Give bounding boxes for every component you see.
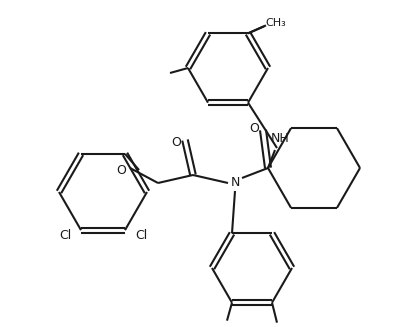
Text: O: O [116,164,126,177]
Text: O: O [249,122,259,134]
Text: Cl: Cl [135,229,147,242]
Text: N: N [230,177,240,190]
Text: CH₃: CH₃ [265,18,286,28]
Text: NH: NH [271,131,290,145]
Text: O: O [171,135,181,148]
Text: Cl: Cl [59,229,71,242]
